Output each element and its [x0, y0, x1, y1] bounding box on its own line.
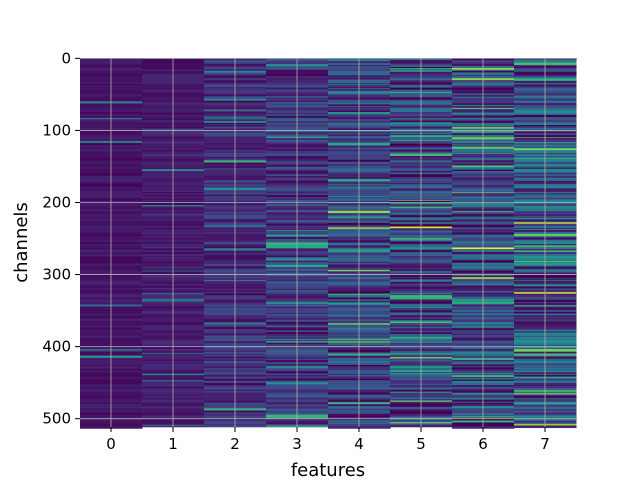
x-tick-label: 6: [478, 435, 488, 453]
y-tick-label: 500: [42, 410, 71, 428]
x-tick-label: 1: [168, 435, 178, 453]
x-tick-label: 0: [106, 435, 116, 453]
y-tick-label: 200: [42, 194, 71, 212]
x-tick-label: 3: [292, 435, 302, 453]
heatmap-cells: [80, 58, 577, 429]
y-tick-label: 300: [42, 266, 71, 284]
y-axis: 0 100 200 300 400 500: [42, 49, 80, 428]
y-tick-label: 0: [61, 49, 71, 67]
x-tick-label: 2: [230, 435, 240, 453]
x-tick-label: 7: [540, 435, 550, 453]
x-tick-label: 4: [354, 435, 364, 453]
y-axis-label: channels: [11, 202, 32, 283]
y-tick-label: 400: [42, 338, 71, 356]
x-axis-label: features: [291, 460, 365, 480]
x-tick-label: 5: [416, 435, 426, 453]
x-axis: 0 1 2 3 4 5 6 7: [106, 427, 550, 453]
y-tick-label: 100: [42, 121, 71, 139]
grid-lines: [80, 57, 576, 427]
